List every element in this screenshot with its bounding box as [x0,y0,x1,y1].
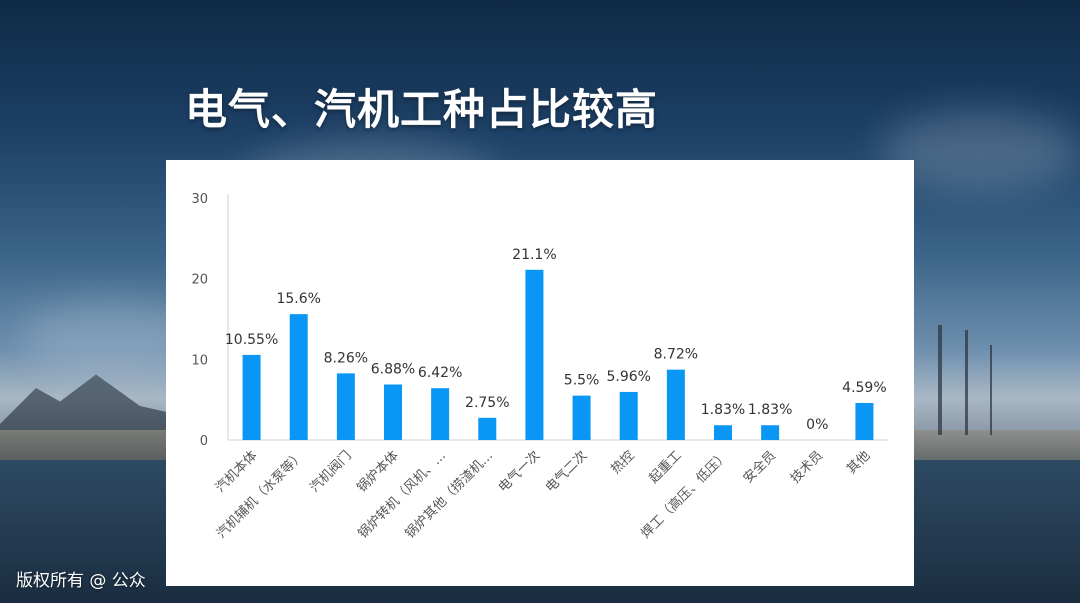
y-axis-ticks: 0 10 20 30 [191,192,208,449]
bar [572,395,591,440]
x-category-label: 汽机辅机（水泵等） [213,448,307,542]
data-label: 10.55% [225,332,278,348]
background-power-tower [938,325,942,435]
data-label: 5.96% [606,369,650,385]
x-category-label: 锅炉其他（捞渣机… [402,448,496,542]
bar [855,402,874,440]
data-label: 6.88% [371,362,415,378]
bar [289,314,308,440]
y-tick-label: 30 [191,192,208,207]
bar [525,269,544,440]
bar-series [242,269,874,440]
data-label: 1.83% [748,402,792,418]
data-label: 2.75% [465,395,509,411]
data-label: 8.26% [324,350,368,366]
x-category-label: 热控 [609,448,638,477]
x-category-label: 起重工 [646,448,685,487]
x-category-label: 锅炉本体 [354,448,402,496]
x-category-label: 汽机本体 [213,448,260,495]
x-category-label: 技术员 [788,448,826,486]
y-tick-label: 0 [200,434,208,449]
bar [666,369,685,440]
x-category-label: 锅炉转机（风机、… [355,448,449,542]
data-label: 8.72% [654,347,698,363]
background-power-tower [965,330,968,435]
x-category-label: 安全员 [740,448,779,487]
bar [384,384,402,440]
data-label: 5.5% [564,373,600,389]
bar-chart: 0 10 20 30 10.55% 15.6% 8.26%6.88% 6.42%2.75% 2… [191,192,888,542]
data-label: 0% [806,417,828,433]
background-power-tower [990,345,992,435]
data-labels: 10.55% 15.6% 8.26%6.88% 6.42%2.75% 21.1% 5.5%… [225,247,887,433]
bar [619,391,638,440]
bar [478,417,497,440]
data-label: 4.59% [842,380,886,396]
data-label: 6.42% [418,365,462,381]
bar [242,354,261,440]
data-label: 1.83% [701,402,745,418]
bar [431,388,450,440]
x-category-label: 其他 [844,448,873,477]
bar [336,373,355,440]
page-title: 电气、汽机工种占比较高 [185,85,659,134]
y-tick-label: 20 [191,273,208,288]
y-tick-label: 10 [191,353,208,368]
data-label: 15.6% [276,291,320,307]
copyright-text: 版权所有 @ 公众 [16,571,146,591]
x-category-label: 电气一次 [495,448,543,496]
bar [761,425,780,440]
x-category-label: 焊工（高压、低压） [638,448,732,542]
x-category-label: 汽机阀门 [307,448,354,495]
chart-panel: 0 10 20 30 10.55% 15.6% 8.26% 6.88% 6.42% 2.75% 2… [166,160,914,586]
bar [714,425,732,440]
data-label: 21.1% [512,247,556,263]
x-category-label: 电气二次 [542,448,590,496]
